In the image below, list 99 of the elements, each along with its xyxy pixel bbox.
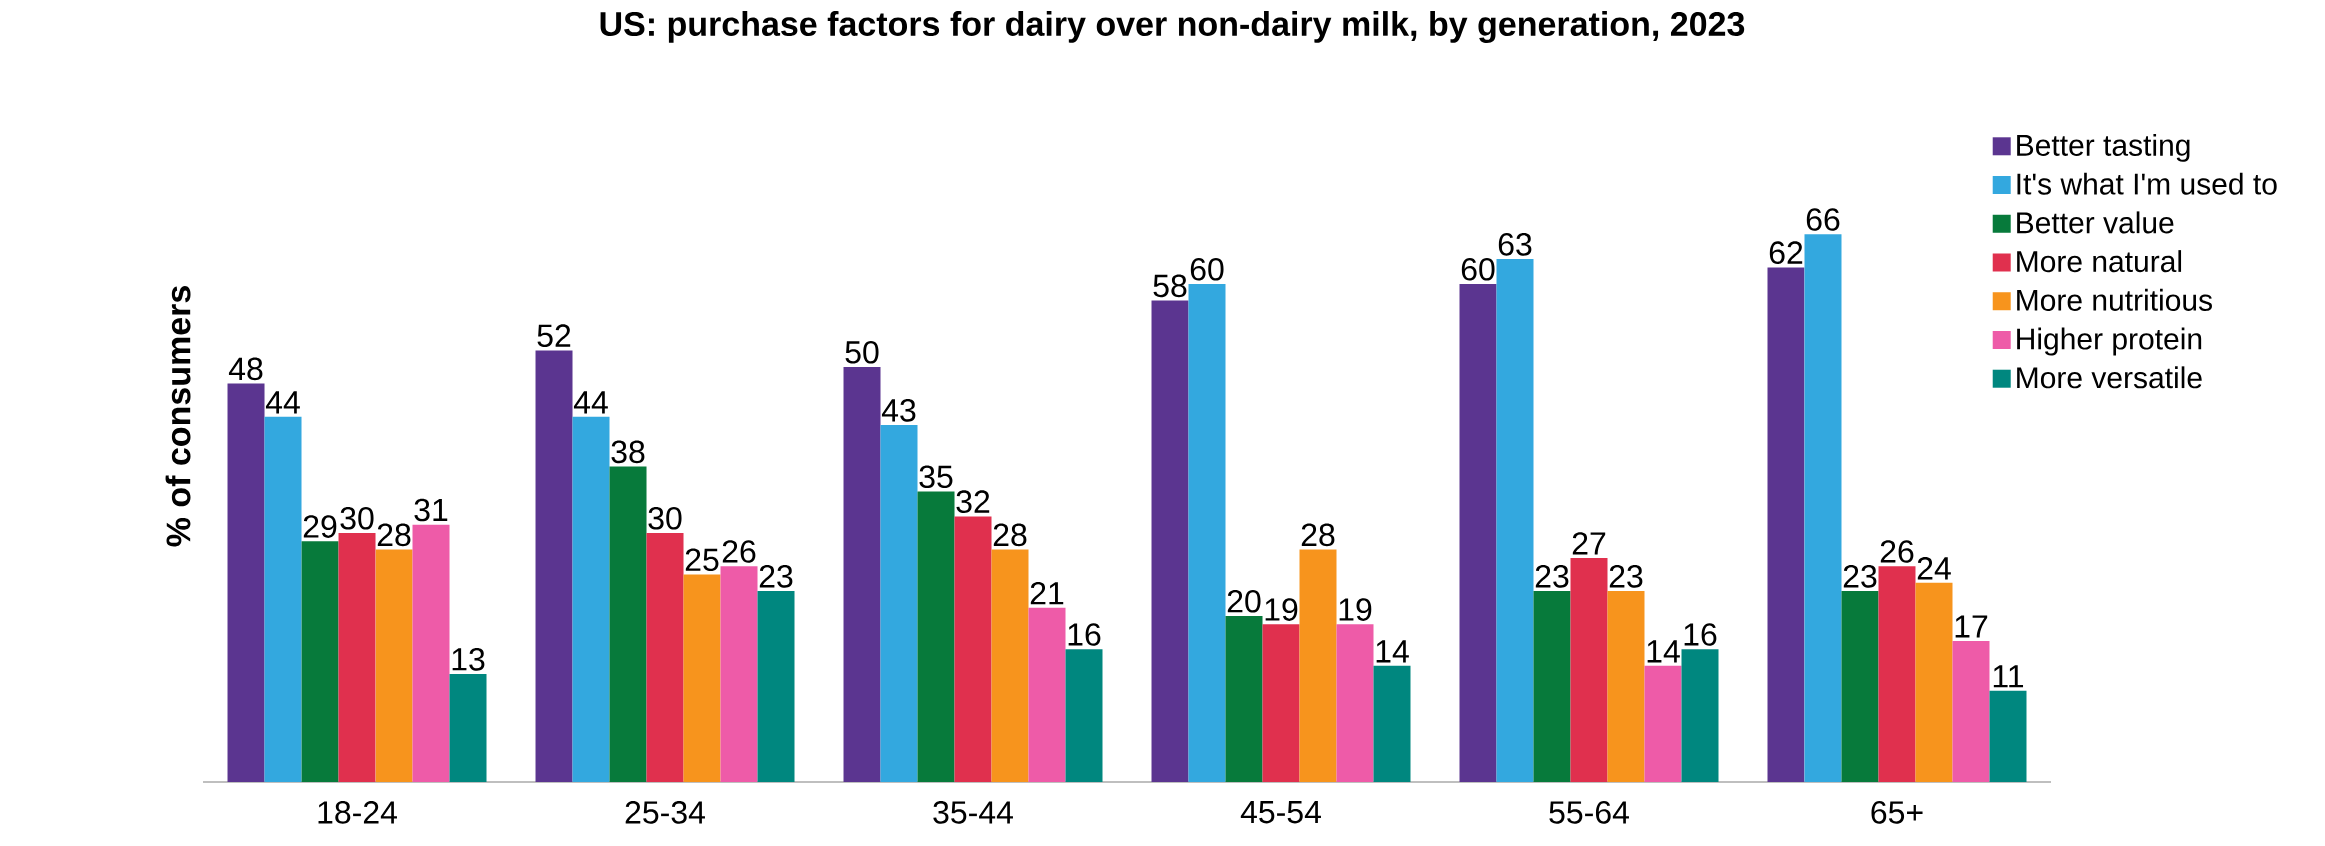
bar (1459, 283, 1497, 782)
bar (1644, 665, 1682, 782)
data-label: 60 (1461, 257, 1495, 281)
bar (1151, 300, 1189, 782)
bar (535, 350, 573, 782)
legend-label: More natural (2017, 250, 2182, 273)
data-label: 26 (722, 540, 756, 563)
bar (720, 566, 758, 782)
legend-label: Better value (2017, 211, 2174, 234)
bar (572, 416, 610, 782)
data-label: 14 (1647, 640, 1680, 663)
x-tick-label: 45-54 (1240, 801, 1321, 824)
data-label: 62 (1769, 241, 1803, 264)
bar (1262, 624, 1300, 782)
bar (1767, 267, 1805, 782)
bar (1496, 259, 1534, 782)
data-label: 23 (1843, 565, 1877, 588)
bar (1607, 591, 1645, 782)
bar (449, 674, 487, 782)
data-label: 24 (1917, 557, 1951, 580)
bar (757, 591, 795, 782)
data-label: 23 (759, 565, 793, 588)
bar (843, 367, 881, 782)
data-label: 48 (228, 357, 263, 381)
data-label: 11 (1993, 665, 2024, 688)
data-label: 30 (340, 506, 374, 530)
data-label: 17 (1955, 615, 1988, 638)
legend-label: It's what I'm used to (2017, 172, 2277, 195)
bar (1878, 566, 1916, 782)
bar (683, 574, 721, 782)
bar (646, 532, 684, 782)
bar (1188, 283, 1226, 782)
data-label: 50 (845, 340, 879, 364)
y-axis-title: % of consumers (165, 286, 191, 547)
x-tick-label: 25-34 (625, 801, 705, 824)
bar (1952, 640, 1990, 782)
bar (1570, 557, 1608, 782)
bar (1065, 649, 1103, 782)
data-label: 19 (1265, 598, 1298, 621)
data-label: 28 (1301, 523, 1335, 547)
x-tick-label: 35-44 (933, 801, 1013, 824)
bar (1989, 690, 2027, 782)
data-label: 25 (685, 548, 719, 572)
chart-title: US: purchase factors for dairy over non-dairy milk, by generation, 2023 (600, 11, 1745, 43)
data-label: 58 (1153, 274, 1187, 298)
bar (991, 549, 1029, 782)
bar (301, 541, 339, 782)
x-tick-label: 65+ (1871, 801, 1923, 824)
bar (1841, 591, 1879, 782)
bar (338, 532, 376, 782)
bar (1299, 549, 1337, 782)
data-label: 35 (919, 465, 953, 489)
data-label: 23 (1609, 565, 1643, 588)
bar (917, 491, 955, 782)
bar (1225, 615, 1263, 782)
bar (264, 416, 302, 782)
data-label: 27 (1572, 532, 1606, 555)
data-label: 20 (1227, 589, 1261, 613)
bar (1028, 607, 1066, 782)
data-label: 38 (611, 440, 645, 464)
data-label: 60 (1190, 257, 1224, 281)
data-label: 28 (377, 523, 411, 547)
legend-label: More nutritious (2017, 288, 2212, 311)
bar (880, 425, 918, 782)
data-label: 66 (1806, 208, 1840, 231)
legend-label: More versatile (2017, 366, 2202, 389)
legend-label: Better tasting (2017, 133, 2190, 162)
bar (1681, 649, 1719, 782)
data-label: 16 (1684, 623, 1717, 646)
bar (375, 549, 413, 782)
data-label: 44 (573, 391, 608, 414)
bar (1336, 624, 1374, 782)
bar (1533, 591, 1571, 782)
legend-label: Higher protein (2017, 327, 2202, 356)
bar (1915, 582, 1953, 782)
bar (1804, 234, 1842, 782)
data-label: 32 (956, 490, 990, 513)
bar (609, 466, 647, 782)
data-label: 31 (414, 498, 448, 522)
data-label: 43 (881, 399, 916, 422)
data-label: 28 (993, 523, 1027, 547)
data-label: 19 (1339, 598, 1372, 621)
x-tick-label: 18-24 (318, 801, 397, 824)
bar (227, 383, 265, 782)
data-label: 26 (1880, 540, 1914, 563)
data-label: 21 (1030, 581, 1064, 605)
x-tick-label: 55-64 (1549, 801, 1629, 824)
data-label: 63 (1498, 233, 1532, 256)
bar (954, 516, 992, 782)
data-label: 52 (537, 324, 571, 347)
data-label: 13 (452, 648, 485, 671)
data-label: 44 (265, 391, 300, 414)
bar (412, 524, 450, 782)
data-label: 29 (303, 515, 337, 538)
bar (1373, 665, 1411, 782)
data-label: 16 (1068, 623, 1101, 646)
data-label: 14 (1376, 640, 1409, 663)
data-label: 30 (648, 506, 682, 530)
data-label: 23 (1535, 565, 1569, 588)
